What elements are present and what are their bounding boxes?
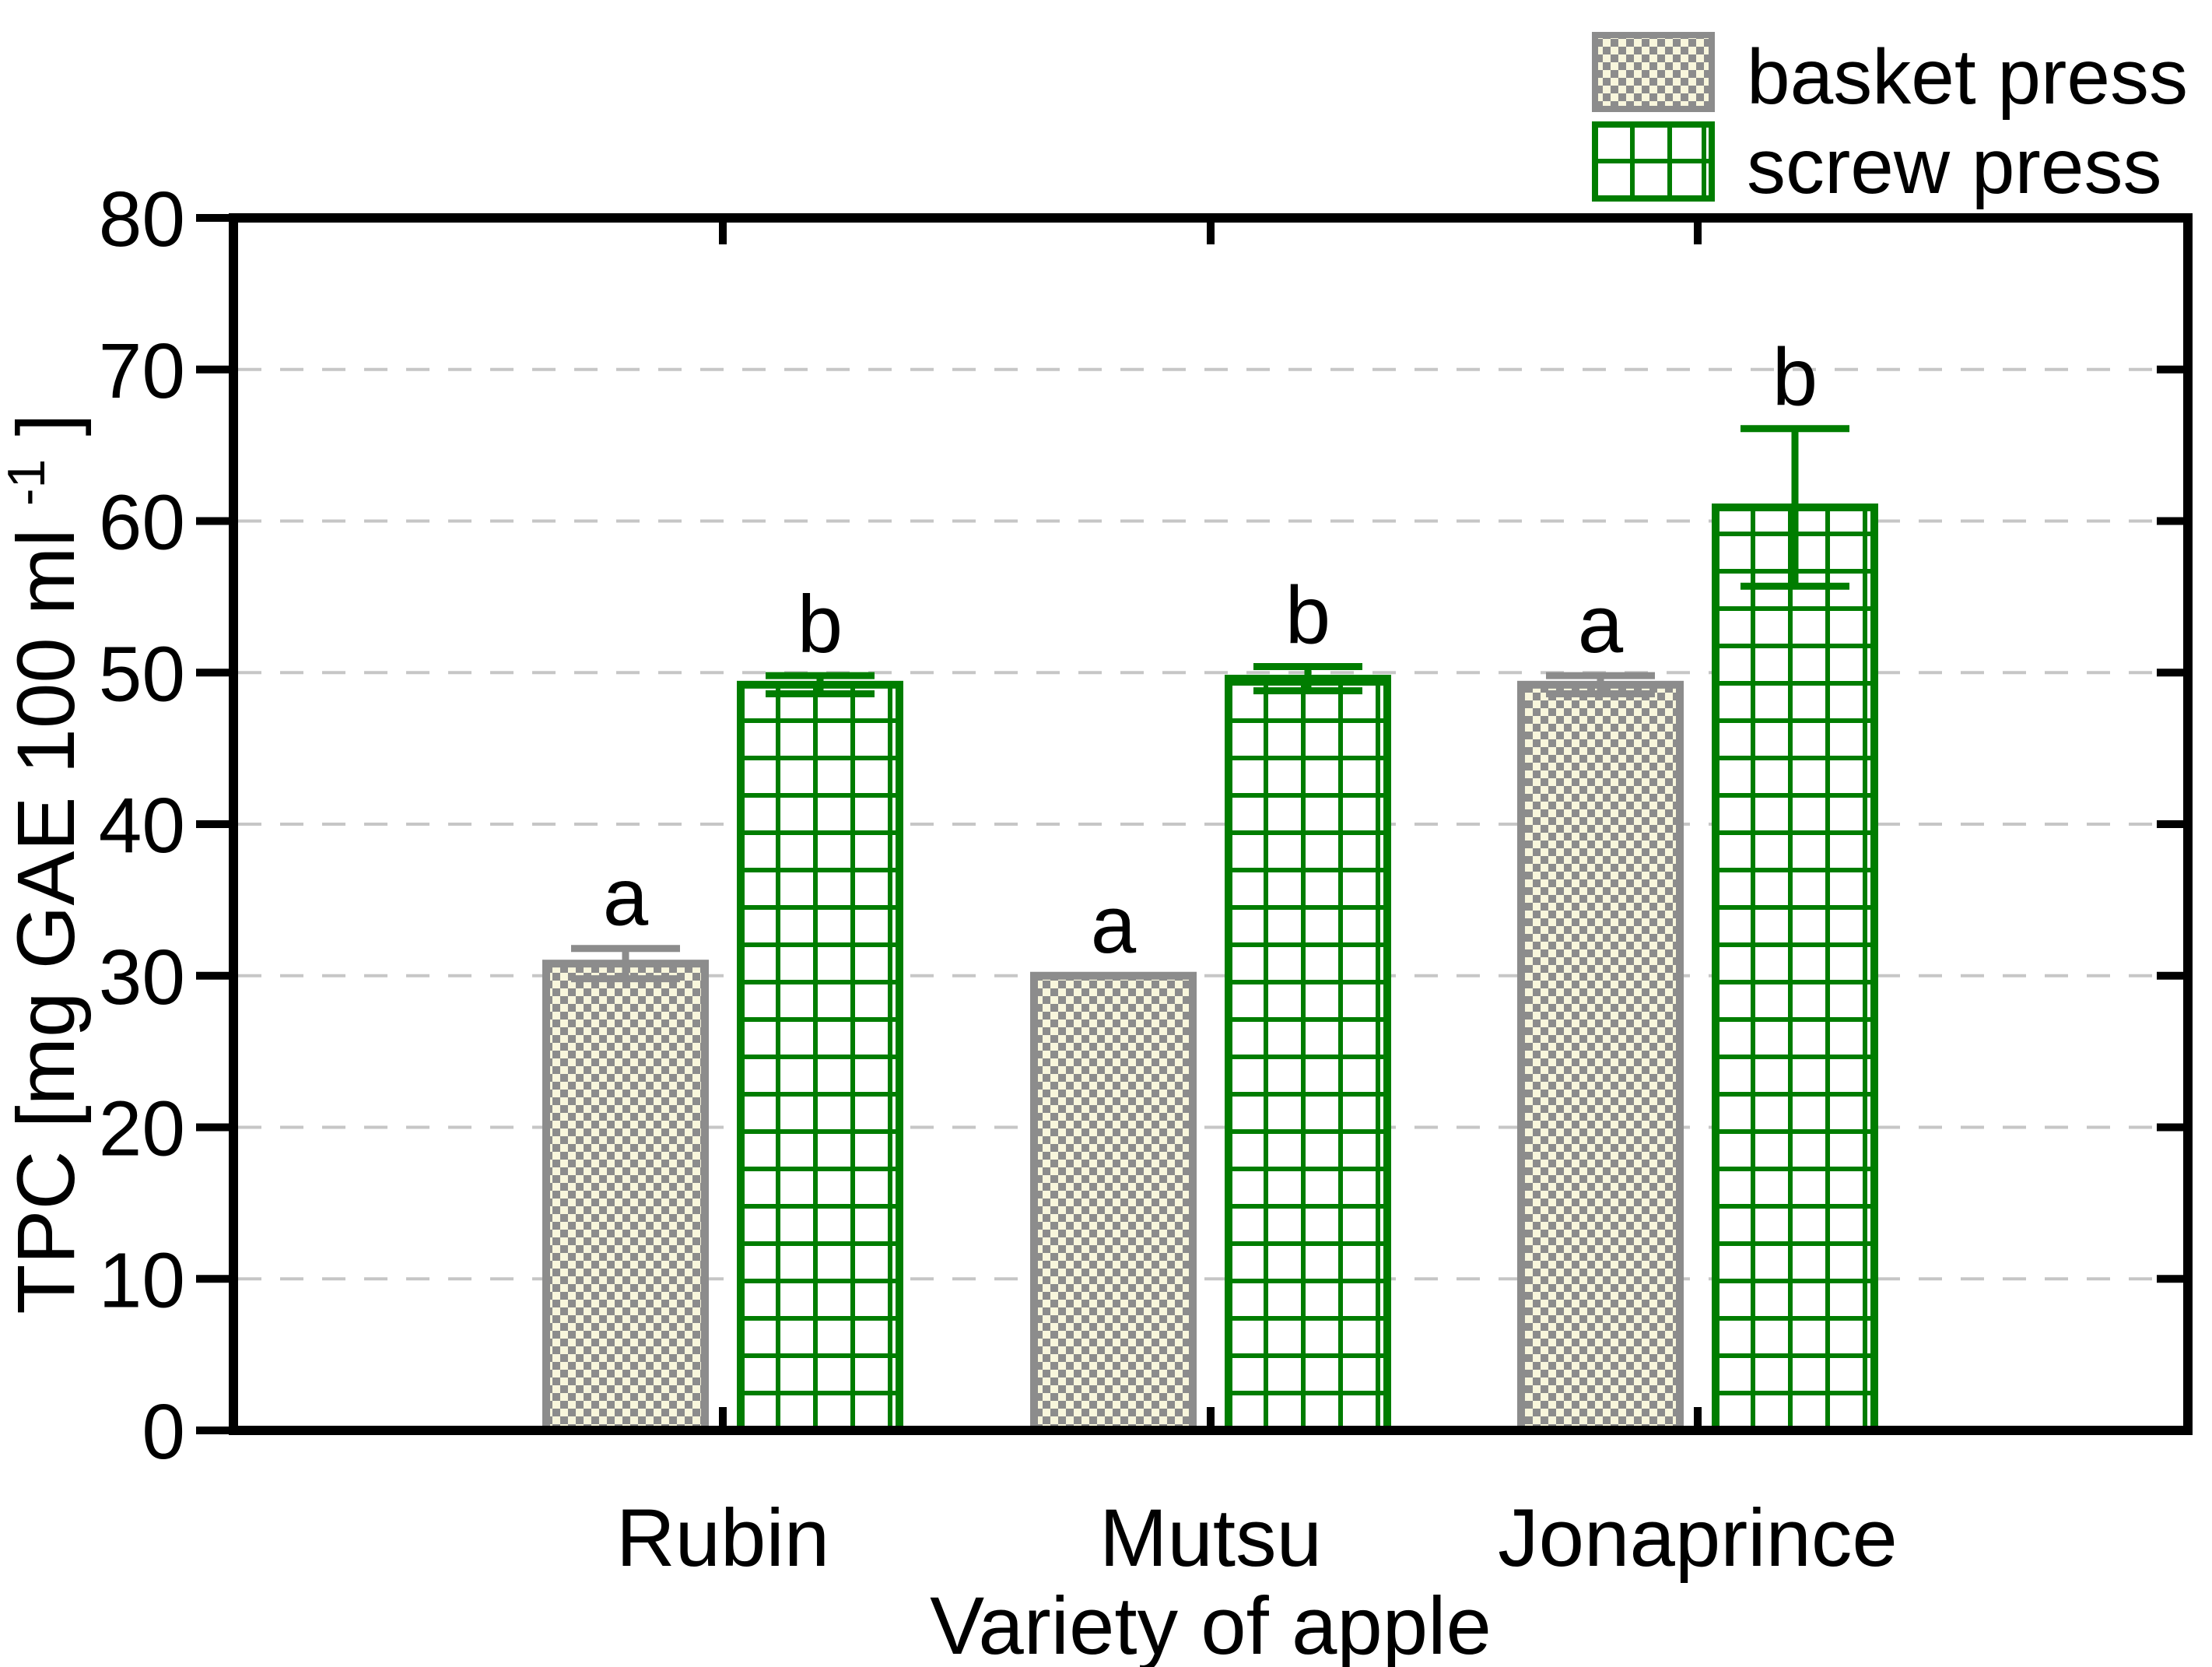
sig-letters-layer: a b a b a b — [603, 332, 1818, 970]
x-category-label-jonaprince: Jonaprince — [1498, 1493, 1898, 1584]
legend-swatch-basket-press — [1592, 32, 1715, 112]
legend-swatch-screw-press — [1592, 121, 1715, 202]
y-axis-title-suffix: ] — [1, 413, 92, 436]
x-category-label-mutsu: Mutsu — [1099, 1493, 1322, 1584]
legend-label-screw-press: screw press — [1747, 123, 2161, 210]
bars-layer — [542, 503, 1878, 1435]
bar-mutsu-basket — [1030, 971, 1197, 1434]
sig-letter-rubin-basket: a — [603, 852, 649, 943]
x-category-labels-layer: Rubin Mutsu Jonaprince — [616, 1493, 1898, 1584]
legend-label-basket-press: basket press — [1747, 33, 2188, 121]
y-tick-label-0: 0 — [142, 1388, 185, 1476]
bar-jonaprince-basket — [1517, 680, 1684, 1434]
y-tick-label-10: 10 — [99, 1237, 185, 1324]
y-axis-title-superscript: -1 — [0, 459, 56, 506]
y-tick-label-50: 50 — [99, 630, 185, 718]
sig-letter-rubin-screw: b — [798, 579, 843, 670]
y-axis-title: TPC [mg GAE 100 ml -1 ] — [0, 413, 92, 1314]
y-tick-labels-layer: 0 10 20 30 40 50 60 70 80 — [99, 176, 185, 1476]
x-axis-title: Variety of apple — [930, 1581, 1492, 1667]
bar-rubin-basket — [542, 960, 709, 1435]
sig-letter-jonaprince-screw: b — [1772, 332, 1818, 423]
y-tick-label-30: 30 — [99, 934, 185, 1021]
sig-letter-mutsu-screw: b — [1285, 570, 1330, 661]
error-bars-layer — [571, 425, 1849, 983]
y-tick-label-40: 40 — [99, 782, 185, 869]
x-category-label-rubin: Rubin — [616, 1493, 829, 1584]
y-axis-title-main: TPC [mg GAE 100 ml — [1, 528, 92, 1314]
sig-letter-jonaprince-basket: a — [1578, 579, 1624, 670]
y-tick-label-80: 80 — [99, 176, 185, 263]
gridlines-layer — [238, 367, 2183, 1281]
bar-fill-jonaprince-screw — [1716, 507, 1874, 1431]
y-tick-label-20: 20 — [99, 1086, 185, 1173]
sig-letter-mutsu-basket: a — [1091, 879, 1137, 970]
y-tick-label-60: 60 — [99, 479, 185, 567]
y-tick-label-70: 70 — [99, 328, 185, 415]
legend: basket press screw press — [1592, 32, 2188, 210]
ticks-layer — [196, 214, 2183, 1434]
